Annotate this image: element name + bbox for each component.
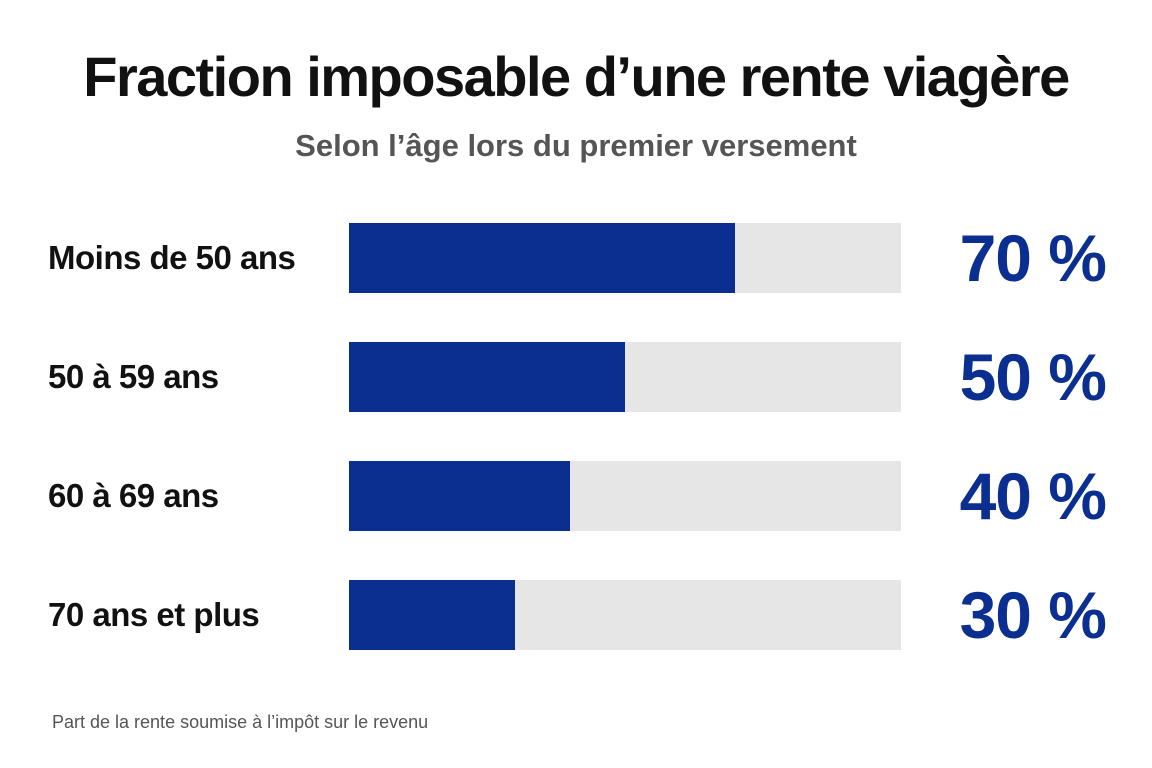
category-label: 50 à 59 ans [48,358,219,395]
bar-row: Moins de 50 ans 70 % [0,223,1152,293]
value-label: 50 % [959,340,1107,414]
category-label: 70 ans et plus [48,596,260,633]
footnote: Part de la rente soumise à l’impôt sur l… [52,712,429,732]
bar-track [349,223,901,293]
bar-fill [349,342,625,412]
bar-fill [349,461,570,531]
chart-subtitle: Selon l’âge lors du premier versement [295,128,857,163]
value-label: 40 % [959,459,1107,533]
bar-row: 60 à 69 ans 40 % [0,461,1152,531]
value-label: 70 % [959,221,1107,295]
category-label: 60 à 69 ans [48,477,219,514]
bar-row: 70 ans et plus 30 % [0,580,1152,650]
category-label: Moins de 50 ans [48,239,296,276]
bar-row: 50 à 59 ans 50 % [0,342,1152,412]
chart-title: Fraction imposable d’une rente viagère [83,45,1070,108]
bar-fill [349,580,515,650]
bar-track [349,342,901,412]
bar-fill [349,223,736,293]
bar-track [349,580,901,650]
value-label: 30 % [959,578,1107,652]
bar-track [349,461,901,531]
